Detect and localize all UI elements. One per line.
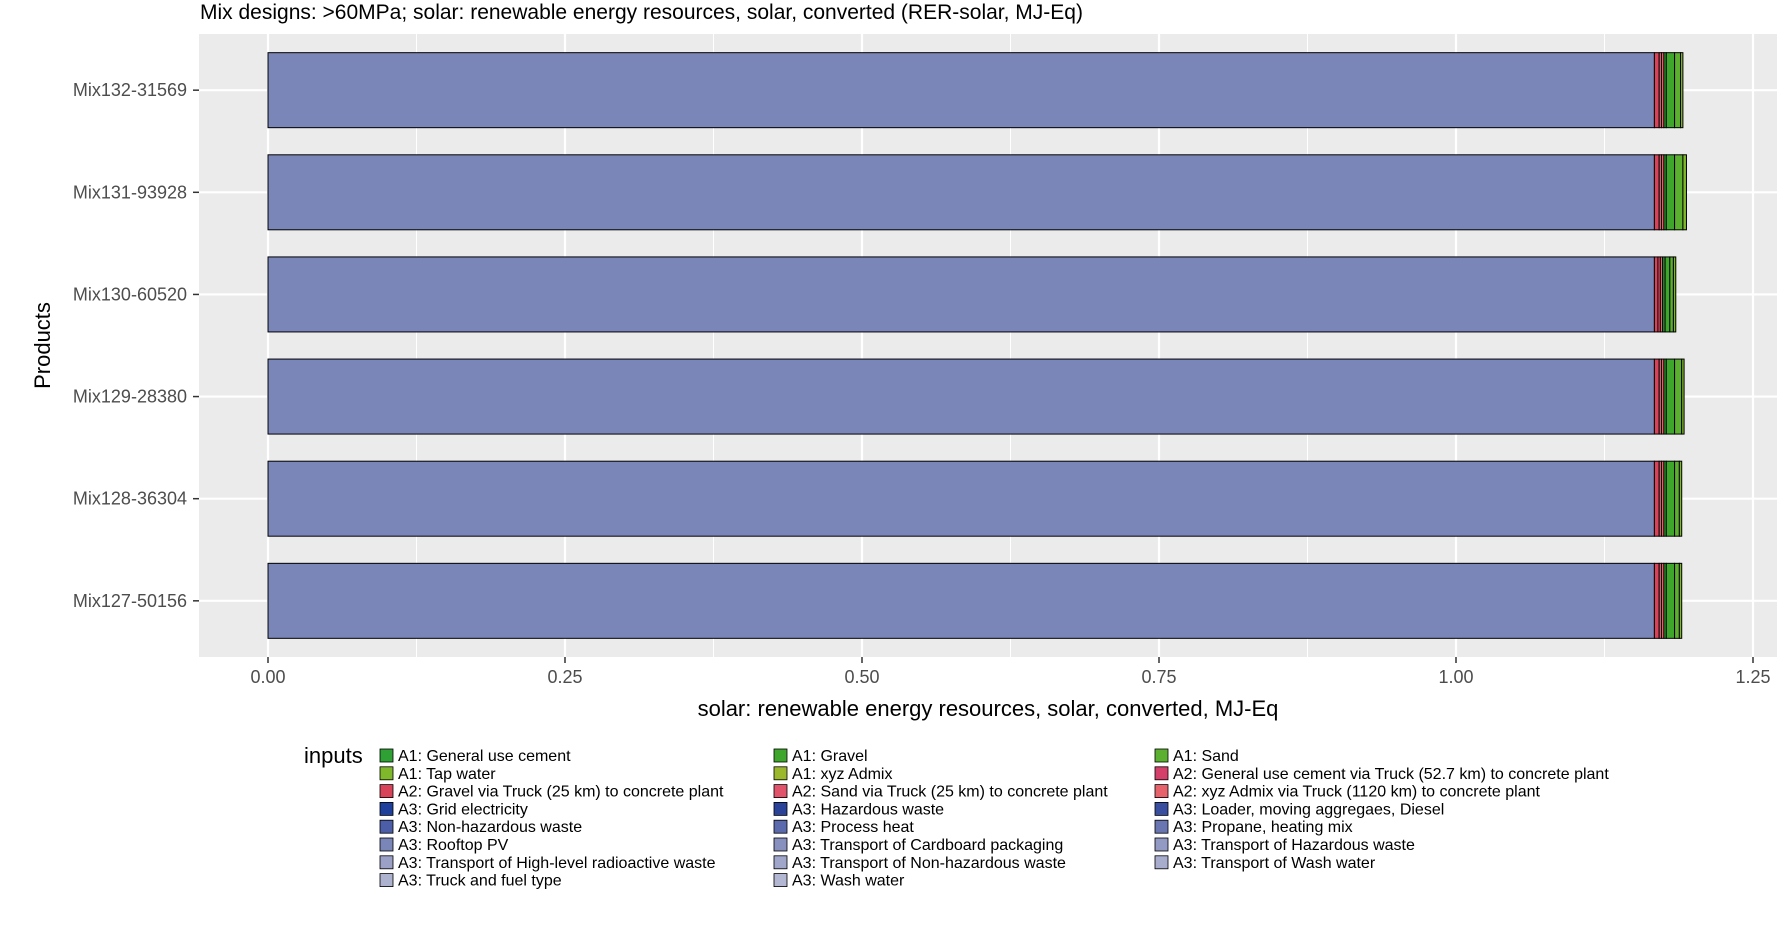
bar-segment: [1672, 256, 1677, 333]
bar-segment: [1665, 460, 1676, 537]
legend-label: A2: General use cement via Truck (52.7 k…: [1173, 766, 1609, 783]
bar-segment: [1653, 460, 1660, 537]
legend-swatch: [379, 784, 394, 798]
x-tick-label: 0.25: [547, 667, 582, 687]
y-tick-label: Mix130-60520: [73, 284, 187, 304]
legend-swatch: [1154, 837, 1169, 852]
x-tick-label: 0.50: [844, 667, 879, 687]
bar-segment: [1665, 358, 1676, 435]
legend-label: A3: Transport of Hazardous waste: [1173, 837, 1415, 854]
legend-swatch: [379, 766, 394, 781]
legend-swatch: [379, 802, 394, 816]
y-tick-label: Mix129-28380: [73, 387, 187, 407]
legend-swatch: [1154, 819, 1169, 834]
legend-label: A3: Rooftop PV: [398, 837, 509, 854]
legend-label: A3: Propane, heating mix: [1173, 819, 1353, 836]
legend-swatch: [1154, 766, 1169, 781]
legend-label: A3: Wash water: [792, 873, 905, 890]
bar-segment: [1653, 256, 1659, 333]
legend-label: A3: Loader, moving aggregaes, Diesel: [1173, 801, 1444, 818]
y-tick-label: Mix132-31569: [73, 80, 187, 100]
legend-label: A1: Sand: [1173, 748, 1239, 765]
y-axis: Mix132-31569 Mix131-93928 Mix130-60520 Mix1…: [73, 80, 199, 611]
bar-segment: [267, 358, 1655, 435]
legend-swatch: [773, 766, 788, 781]
legend-swatch: [1154, 855, 1169, 870]
legend-label: A2: Sand via Truck (25 km) to concrete p…: [792, 784, 1108, 801]
bar-segment: [1653, 154, 1660, 231]
legend-label: A3: Non-hazardous waste: [398, 819, 582, 836]
x-tick-label: 1.00: [1438, 667, 1473, 687]
legend-swatch: [379, 855, 394, 870]
legend-label: A3: Hazardous waste: [792, 801, 944, 818]
bar-segment: [267, 460, 1655, 537]
bar-segment: [1681, 358, 1685, 435]
legend-label: A2: xyz Admix via Truck (1120 km) to con…: [1173, 784, 1541, 801]
x-axis: 0.00 0.25 0.50 0.75 1.00 1.25: [250, 657, 1771, 687]
legend-label: A3: Transport of Wash water: [1173, 855, 1376, 872]
y-tick-label: Mix131-93928: [73, 182, 187, 202]
bars: [267, 52, 1687, 639]
y-tick-label: Mix128-36304: [73, 489, 187, 509]
legend-swatch: [773, 802, 788, 816]
bar-segment: [267, 562, 1655, 639]
bar-segment: [1664, 256, 1671, 333]
bar-segment: [1674, 52, 1682, 129]
bar-segment: [1674, 562, 1680, 639]
legend-swatch: [773, 784, 788, 798]
bar-segment: [1665, 562, 1676, 639]
legend-label: A1: xyz Admix: [792, 766, 892, 783]
bar-segment: [1678, 562, 1683, 639]
bar-segment: [1653, 52, 1660, 129]
bar-segment: [1682, 154, 1687, 231]
legend-label: A3: Transport of High-level radioactive …: [398, 855, 716, 872]
legend-label: A3: Truck and fuel type: [398, 873, 562, 890]
x-tick-label: 0.75: [1141, 667, 1176, 687]
bar-segment: [1653, 562, 1660, 639]
x-axis-title: solar: renewable energy resources, solar…: [698, 696, 1279, 721]
legend-swatch: [379, 748, 394, 763]
legend-label: A1: Gravel: [792, 748, 868, 765]
legend-label: A3: Process heat: [792, 819, 914, 836]
plot-panel: [199, 34, 1777, 657]
bar-segment: [1674, 154, 1684, 231]
legend-swatch: [773, 873, 788, 887]
legend-swatch: [1154, 802, 1169, 816]
legend-swatch: [773, 855, 788, 870]
bar-segment: [267, 256, 1655, 333]
y-axis-title: Products: [30, 302, 55, 389]
legend-swatch: [773, 748, 788, 763]
bar-segment: [1680, 52, 1684, 129]
legend-label: A1: General use cement: [398, 748, 571, 765]
legend-label: A3: Transport of Cardboard packaging: [792, 837, 1063, 854]
legend-swatch: [1154, 748, 1169, 763]
legend-label: A2: Gravel via Truck (25 km) to concrete…: [398, 784, 724, 801]
legend-swatch: [773, 819, 788, 834]
legend-swatch: [773, 837, 788, 852]
bar-segment: [1674, 460, 1680, 537]
bar-segment: [1674, 358, 1683, 435]
legend-label: A3: Grid electricity: [398, 801, 528, 818]
legend-title: inputs: [304, 743, 363, 768]
bar-segment: [1653, 358, 1660, 435]
legend-label: A1: Tap water: [398, 766, 496, 783]
legend-swatch: [379, 819, 394, 834]
legend-swatch: [379, 873, 394, 887]
x-tick-label: 1.25: [1735, 667, 1770, 687]
y-tick-label: Mix127-50156: [73, 591, 187, 611]
bar-segment: [267, 52, 1655, 129]
bar-segment: [267, 154, 1655, 231]
legend-label: A3: Transport of Non-hazardous waste: [792, 855, 1066, 872]
bar-segment: [1669, 256, 1674, 333]
bar-segment: [1665, 154, 1676, 231]
chart-title: Mix designs: >60MPa; solar: renewable en…: [200, 1, 1083, 24]
bar-segment: [1665, 52, 1676, 129]
bar-segment: [1678, 460, 1683, 537]
x-tick-label: 0.00: [250, 667, 285, 687]
legend-swatch: [379, 837, 394, 852]
legend-swatch: [1154, 784, 1169, 798]
